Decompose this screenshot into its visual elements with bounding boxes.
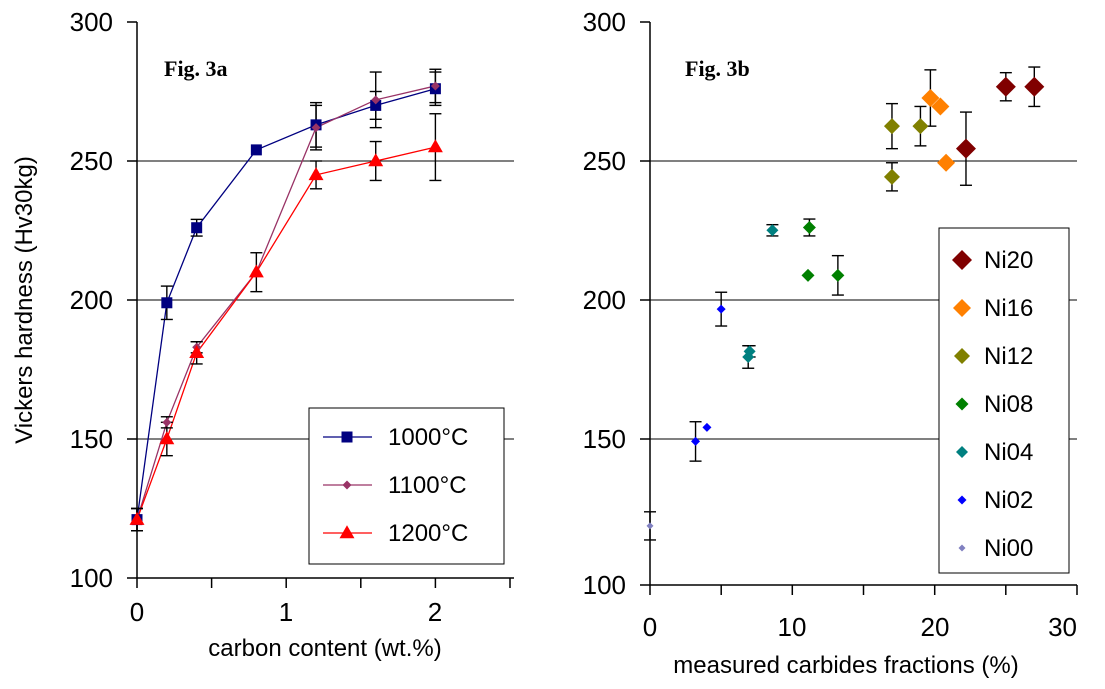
data-point (646, 522, 654, 530)
x-axis-label: measured carbides fractions (%) (673, 652, 1018, 679)
y-tick-label: 300 (70, 7, 113, 37)
figure-label-3b: Fig. 3b (685, 56, 750, 81)
data-point (883, 168, 900, 185)
y-tick-label: 200 (583, 285, 626, 315)
data-point (248, 264, 264, 278)
y-axis-ticks (640, 21, 650, 586)
chart-3b: 300 250 200 150 100 0 10 20 30 measured … (583, 7, 1078, 679)
legend-marker (339, 525, 355, 539)
data-point (691, 436, 701, 446)
legend-label: Ni12 (984, 343, 1033, 370)
data-point (311, 123, 321, 133)
legend-label: 1000°C (388, 424, 468, 451)
data-point (921, 89, 940, 108)
legend-marker (954, 348, 970, 364)
data-point (716, 304, 726, 314)
data-point (250, 144, 262, 156)
legend-marker (341, 431, 353, 443)
data-point (162, 417, 172, 427)
plot-area-3b (644, 66, 1045, 541)
y-tick-label: 100 (70, 563, 113, 593)
y-tick-label: 250 (583, 146, 626, 176)
data-point (129, 511, 145, 525)
data-point (430, 81, 440, 91)
x-axis-ticks (649, 585, 1078, 595)
data-point (883, 118, 900, 135)
legend-label: 1100°C (388, 472, 467, 499)
data-point (995, 76, 1016, 97)
data-point (189, 345, 205, 359)
data-point (931, 97, 950, 116)
legend-marker (956, 446, 968, 458)
data-point (743, 345, 756, 358)
data-point (370, 99, 382, 111)
data-point (308, 167, 324, 181)
data-point (766, 224, 779, 237)
y-tick-label: 200 (70, 285, 113, 315)
legend-3b: Ni20 Ni16 Ni12 Ni08 Ni04 Ni02 Ni00 (938, 227, 1070, 574)
legend-label: Ni20 (984, 247, 1033, 274)
legend-marker (955, 397, 969, 411)
data-point (159, 431, 175, 445)
chart-3a: 300 250 200 150 100 0 1 2 carbon content… (11, 7, 514, 662)
legend-marker (953, 299, 971, 317)
x-tick-label: 30 (1048, 612, 1077, 642)
legend-label: Ni00 (984, 535, 1033, 562)
x-tick-label: 10 (778, 612, 807, 642)
y-axis-label: Vickers hardness (Hv30kg) (11, 156, 38, 444)
y-tick-label: 300 (583, 7, 626, 37)
data-point (371, 95, 381, 105)
y-tick-label: 250 (70, 146, 113, 176)
data-point (368, 153, 384, 167)
y-tick-label: 100 (583, 570, 626, 600)
legend-marker (958, 544, 966, 552)
data-point (801, 268, 815, 282)
legend-marker (952, 250, 972, 270)
data-point (831, 268, 845, 282)
x-tick-label: 0 (130, 597, 144, 627)
x-tick-label: 2 (428, 597, 442, 627)
x-axis-ticks (136, 578, 511, 588)
plot-area-3a (129, 68, 443, 532)
legend-label: Ni08 (984, 391, 1033, 418)
legend-label: 1200°C (388, 520, 468, 547)
data-point (1024, 76, 1045, 97)
data-point (912, 118, 929, 135)
legend-3a: 1000°C 1100°C 1200°C (308, 407, 505, 565)
x-tick-label: 20 (921, 612, 950, 642)
x-axis-label: carbon content (wt.%) (208, 635, 441, 662)
data-point (937, 153, 956, 172)
y-tick-label: 150 (583, 424, 626, 454)
legend-marker (342, 480, 352, 490)
data-point (955, 138, 976, 159)
legend-label: Ni04 (984, 439, 1033, 466)
y-axis-ticks (127, 21, 137, 579)
legend-marker (957, 495, 967, 505)
figure-label-3a: Fig. 3a (164, 56, 228, 81)
x-tick-label: 0 (643, 612, 657, 642)
data-point (802, 220, 816, 234)
data-point (702, 422, 712, 432)
legend-label: Ni16 (984, 295, 1033, 322)
data-point (191, 222, 203, 234)
legend-label: Ni02 (984, 487, 1033, 514)
x-tick-label: 1 (279, 597, 293, 627)
y-tick-label: 150 (70, 424, 113, 454)
data-point (161, 297, 173, 309)
data-point (427, 139, 443, 153)
